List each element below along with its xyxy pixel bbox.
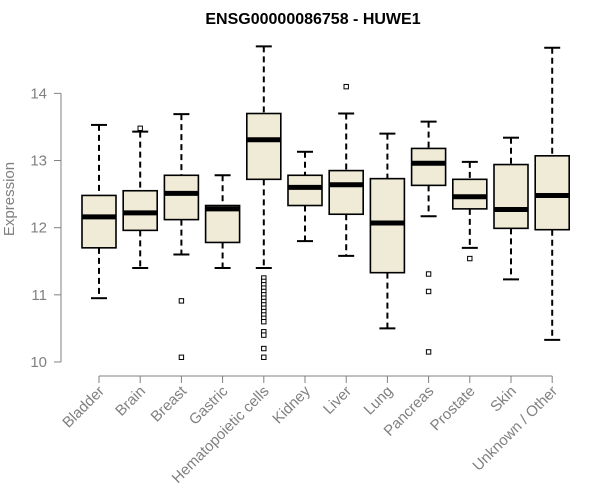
box-lung	[369, 132, 406, 330]
outlier-point	[261, 332, 267, 338]
y-tick-label: 11	[31, 287, 47, 304]
iqr-box	[163, 174, 200, 221]
box-gastric	[204, 174, 241, 269]
iqr-box	[410, 147, 447, 187]
iqr-box	[328, 169, 365, 216]
y-tick-label: 14	[30, 85, 47, 102]
boxes-group	[81, 45, 571, 360]
outlier-point	[178, 354, 185, 360]
outlier-point	[261, 345, 267, 352]
x-tick-label: Skin	[487, 383, 520, 416]
outlier-point	[425, 349, 432, 355]
box-prostate	[451, 160, 488, 262]
box-pancreas	[410, 120, 447, 355]
chart-title: ENSG00000086758 - HUWE1	[205, 11, 420, 28]
outlier-point	[467, 255, 473, 262]
iqr-box	[493, 163, 529, 230]
x-tick-label: Liver	[320, 383, 355, 418]
iqr-box	[246, 112, 282, 181]
x-tick-label: Brain	[112, 383, 149, 420]
y-tick-label: 13	[30, 153, 47, 170]
y-tick-label: 10	[30, 354, 47, 371]
outlier-point	[425, 288, 432, 295]
y-axis: 10 11 12 13 14	[30, 85, 62, 371]
iqr-box	[369, 177, 406, 274]
iqr-box	[534, 155, 571, 231]
outlier-point	[261, 354, 267, 360]
outlier-point	[178, 298, 185, 304]
x-tick-label: Breast	[148, 382, 191, 425]
x-tick-label: Bladder	[59, 383, 108, 432]
iqr-box	[287, 174, 323, 207]
box-bladder	[81, 123, 117, 300]
x-tick-label: Kidney	[269, 382, 314, 427]
box-hematopoietic-cells	[246, 45, 282, 360]
outlier-point	[261, 318, 267, 325]
iqr-box	[204, 204, 241, 244]
y-tick-label: 12	[30, 220, 47, 237]
box-kidney	[287, 150, 323, 243]
iqr-box	[451, 178, 488, 210]
box-liver	[328, 83, 365, 257]
outlier-point	[343, 83, 349, 90]
iqr-box	[81, 194, 117, 249]
outlier-point	[425, 271, 432, 277]
x-tick-label: Prostate	[427, 383, 479, 435]
box-brain	[122, 125, 158, 269]
box-skin	[493, 136, 529, 281]
y-axis-label: Expression	[1, 162, 18, 236]
box-breast	[163, 113, 200, 360]
box-unknown-other	[534, 46, 571, 341]
outlier-point	[137, 125, 143, 131]
x-tick-label: Lung	[361, 383, 397, 419]
